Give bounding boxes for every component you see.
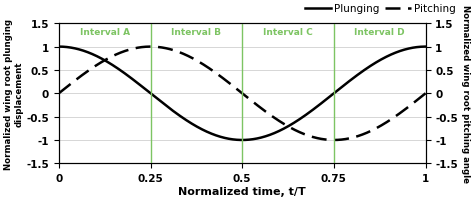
Y-axis label: Normalized wing root plunging
displacement: Normalized wing root plunging displaceme…	[4, 19, 24, 169]
Pitching	[423, 93, 428, 95]
X-axis label: Normalized time, t/T: Normalized time, t/T	[178, 186, 306, 196]
Plunging	[423, 46, 428, 49]
Text: Interval C: Interval C	[263, 28, 313, 37]
Line: Pitching: Pitching	[59, 47, 426, 140]
Y-axis label: Normalized wing root pitching angle: Normalized wing root pitching angle	[461, 5, 470, 182]
Plunging	[342, 84, 348, 86]
Pitching	[205, 67, 210, 69]
Pitching	[331, 139, 337, 141]
Line: Plunging: Plunging	[59, 47, 426, 140]
Plunging	[93, 55, 99, 58]
Plunging	[349, 79, 355, 81]
Text: Interval D: Interval D	[355, 28, 405, 37]
Plunging	[218, 136, 223, 138]
Plunging	[56, 46, 62, 49]
Pitching	[308, 136, 314, 138]
Pitching	[148, 46, 154, 49]
Plunging	[308, 110, 314, 113]
Text: Interval B: Interval B	[172, 28, 221, 37]
Text: Interval A: Interval A	[80, 28, 130, 37]
Pitching	[349, 137, 355, 139]
Plunging	[204, 131, 210, 133]
Pitching	[93, 65, 99, 67]
Plunging	[239, 139, 245, 141]
Pitching	[343, 138, 348, 141]
Legend: Plunging, Pitching: Plunging, Pitching	[301, 0, 460, 18]
Pitching	[218, 76, 224, 78]
Pitching	[56, 93, 62, 95]
